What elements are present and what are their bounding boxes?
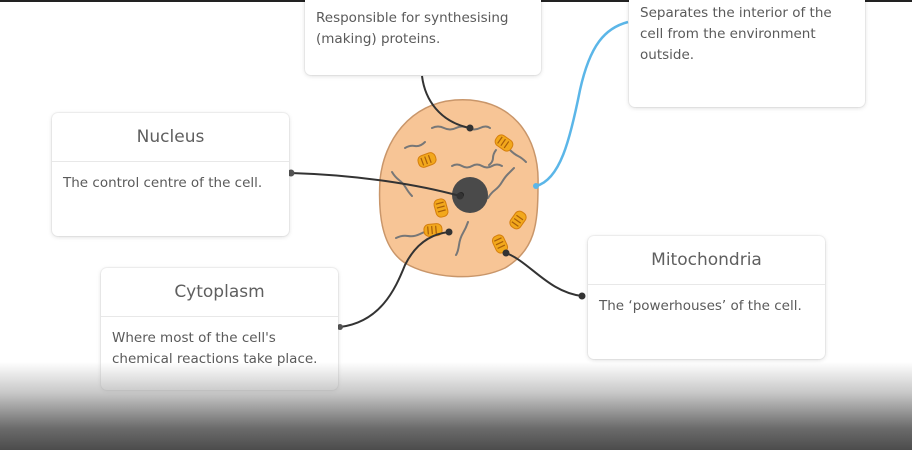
nucleus-title: Nucleus bbox=[52, 113, 289, 162]
ribosome-card[interactable]: Responsible for synthesising (making) pr… bbox=[305, 0, 541, 75]
nucleus-card[interactable]: Nucleus The control centre of the cell. bbox=[52, 113, 289, 236]
mitochondria-description: The ‘powerhouses’ of the cell. bbox=[599, 298, 802, 314]
cytoplasm-card[interactable]: Cytoplasm Where most of the cell's chemi… bbox=[101, 268, 338, 390]
ribosome-pointer bbox=[421, 75, 471, 129]
ribosome-strands bbox=[391, 125, 527, 256]
mitochondria-pointer bbox=[505, 252, 583, 297]
mitochondria-card[interactable]: Mitochondria The ‘powerhouses’ of the ce… bbox=[588, 236, 825, 359]
ribosome-description: Responsible for synthesising (making) pr… bbox=[316, 10, 509, 47]
cell-membrane-card[interactable]: Separates the interior of the cell from … bbox=[629, 0, 865, 107]
cytoplasm-description: Where most of the cell's chemical reacti… bbox=[112, 330, 318, 367]
cell-membrane-description: Separates the interior of the cell from … bbox=[640, 5, 832, 63]
nucleus-organelle bbox=[452, 177, 488, 213]
cytoplasm-title: Cytoplasm bbox=[101, 268, 338, 317]
mitochondria-group bbox=[417, 134, 527, 254]
cytoplasm-pointer bbox=[339, 231, 450, 328]
nucleus-pointer bbox=[290, 172, 461, 197]
nucleus-description: The control centre of the cell. bbox=[63, 175, 263, 191]
mitochondria-title: Mitochondria bbox=[588, 236, 825, 285]
membrane-pointer bbox=[535, 20, 629, 188]
